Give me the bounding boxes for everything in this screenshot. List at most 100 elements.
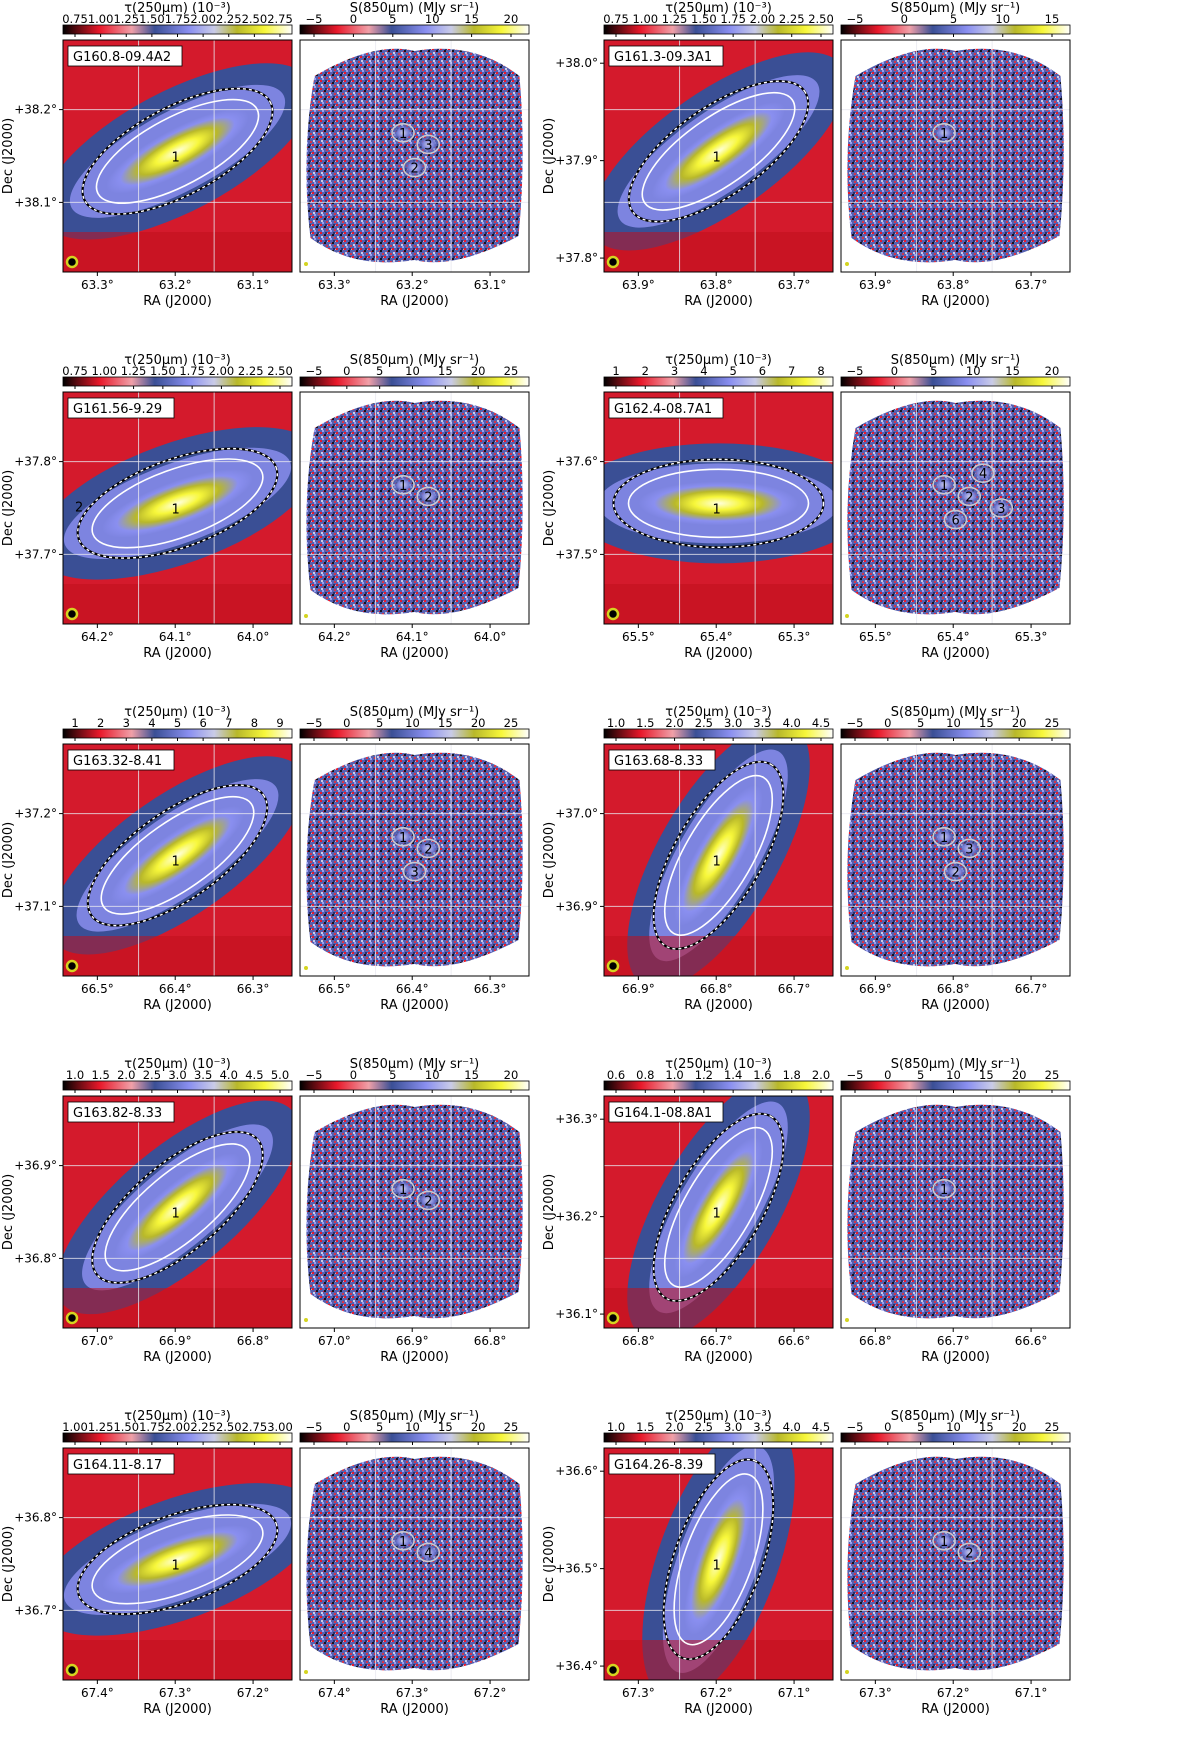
- tau-tick-label: 1.25: [121, 364, 147, 378]
- s850-tick-label: 0: [884, 1068, 891, 1082]
- s850-tick-label: 15: [1005, 364, 1020, 378]
- tau-tick-label: 4.0: [783, 716, 801, 730]
- field-name: G160.8-09.4A2: [73, 50, 171, 65]
- ra-tick-label: 63.8°: [937, 278, 970, 292]
- tau-tick-label: 1.00: [632, 12, 658, 26]
- s850-tick-label: 25: [504, 716, 519, 730]
- s850-colorbar: [299, 728, 530, 739]
- s850-tick-label: −5: [847, 1420, 864, 1434]
- tau-tick-label: 1.5: [636, 1420, 654, 1434]
- tau-contour: [91, 1514, 264, 1605]
- tau-map: 1 G160.8-09.4A2: [63, 40, 292, 272]
- tau-map: 1 G161.3-09.3A1: [604, 40, 833, 272]
- tau-tick-label: 4: [148, 716, 155, 730]
- tau-tick-label: 1.6: [753, 1068, 771, 1082]
- dec-tick-label: +36.9°: [555, 899, 598, 913]
- ra-tick-label: 67.4°: [81, 1686, 114, 1700]
- source-label: 1: [399, 1535, 407, 1550]
- beam-marker: [304, 966, 308, 970]
- beam-marker: [845, 966, 849, 970]
- tau-tick-label: 2.00: [165, 1420, 191, 1434]
- clump-ellipse-dash: [652, 761, 785, 950]
- ra-tick-label: 67.0°: [81, 1334, 114, 1348]
- tau-colorbar: [603, 1432, 834, 1443]
- dec-tick-label: +36.9°: [14, 1159, 57, 1173]
- s850-frame: [840, 39, 1071, 273]
- dec-axis-label: Dec (J2000): [542, 822, 557, 898]
- dense-clump: [638, 481, 799, 526]
- tau-map: 1 2 G161.56-9.29: [63, 392, 292, 624]
- tau-tick-label: 3.0: [724, 1420, 742, 1434]
- field-group: τ(250µm) (10⁻³) 1.0 1.5 2.0 2.5 3.0 3.5 4.0 4.5 S…: [542, 705, 1071, 1013]
- tau-tick-label: 2.50: [267, 364, 293, 378]
- beam-marker: [304, 1670, 308, 1674]
- s850-colorbar: [299, 376, 530, 387]
- ra-axis-label: RA (J2000): [921, 998, 990, 1013]
- dec-tick-label: +37.8°: [555, 251, 598, 265]
- s850-tick-label: 10: [425, 1068, 440, 1082]
- dec-tick-label: +37.8°: [14, 455, 57, 469]
- source-contour: [416, 838, 441, 859]
- ra-axis-label: RA (J2000): [380, 998, 449, 1013]
- s850-frame: [299, 1095, 530, 1329]
- ra-axis-label: RA (J2000): [684, 646, 753, 661]
- source-contour: [957, 486, 982, 507]
- tau-tick-label: 2.5: [143, 1068, 161, 1082]
- s850-tick-label: 0: [350, 1068, 357, 1082]
- tau-tick-label: 0.8: [636, 1068, 654, 1082]
- s850-colorbar: [840, 728, 1071, 739]
- s850-tick-label: 0: [891, 364, 898, 378]
- s850-tick-label: −5: [847, 12, 864, 26]
- tau-tick-label: 0.75: [603, 12, 629, 26]
- clump-ellipse-dash: [76, 1503, 279, 1615]
- s850-tick-label: 15: [464, 1068, 479, 1082]
- s850-tick-label: 10: [946, 1068, 961, 1082]
- dec-axis-label: Dec (J2000): [1, 470, 16, 546]
- ra-tick-label: 65.4°: [700, 630, 733, 644]
- source-contour: [943, 509, 968, 530]
- field-group: τ(250µm) (10⁻³)0.75 1.00 1.25 1.50 1.75 2.00 2…: [1, 1, 530, 309]
- field-group: τ(250µm) (10⁻³) 0.6 0.8 1.0 1.2 1.4 1.6 1.8 2.0 S…: [542, 1057, 1071, 1365]
- dec-tick-label: +37.1°: [14, 899, 57, 913]
- tau-tick-label: 1.75: [179, 364, 205, 378]
- field-name: G163.82-8.33: [73, 1106, 162, 1121]
- source-label: 6: [952, 514, 960, 529]
- tau-tick-label: 4.0: [783, 1420, 801, 1434]
- s850-colorbar-label: S(850µm) (MJy sr⁻¹): [350, 705, 480, 720]
- s850-tick-label: 10: [995, 12, 1010, 26]
- tau-tick-label: 1.25: [88, 1420, 114, 1434]
- clump-label: 1: [172, 150, 180, 165]
- ra-axis-label: RA (J2000): [684, 1350, 753, 1365]
- beam-marker: [606, 959, 620, 973]
- clump-label: 2: [75, 500, 83, 515]
- field-name-box: [67, 45, 183, 67]
- tau-frame: [62, 1447, 293, 1681]
- tau-colorbar-label: τ(250µm) (10⁻³): [665, 353, 772, 368]
- s850-map: 1 32: [841, 744, 1070, 976]
- tau-contour: [104, 1143, 251, 1272]
- s850-tick-label: 20: [471, 716, 486, 730]
- tau-contour: [91, 458, 264, 549]
- tau-tick-label: 5.0: [271, 1068, 289, 1082]
- clump-label: 1: [172, 1206, 180, 1221]
- tau-frame: [62, 391, 293, 625]
- tau-colorbar: [603, 1080, 834, 1091]
- ra-tick-label: 63.2°: [159, 278, 192, 292]
- source-label: 4: [979, 467, 987, 482]
- s850-map: 1 32: [300, 40, 529, 272]
- ra-tick-label: 66.8°: [474, 1334, 507, 1348]
- tau-colorbar-label: τ(250µm) (10⁻³): [665, 1057, 772, 1072]
- s850-tick-label: 5: [376, 364, 383, 378]
- ra-tick-label: 67.1°: [1015, 1686, 1048, 1700]
- source-label: 1: [399, 1183, 407, 1198]
- s850-tick-label: 0: [343, 364, 350, 378]
- field-group: τ(250µm) (10⁻³) 1.0 1.5 2.0 2.5 3.0 3.5 4.0 4.5 S…: [542, 1409, 1071, 1717]
- ra-tick-label: 66.8°: [700, 982, 733, 996]
- dense-clump: [674, 785, 763, 926]
- tau-tick-label: 2.25: [238, 364, 264, 378]
- clump-ellipse-dash: [87, 784, 268, 927]
- tau-tick-label: 4.5: [245, 1068, 263, 1082]
- field-name-box: [608, 397, 724, 419]
- tau-frame: [603, 391, 834, 625]
